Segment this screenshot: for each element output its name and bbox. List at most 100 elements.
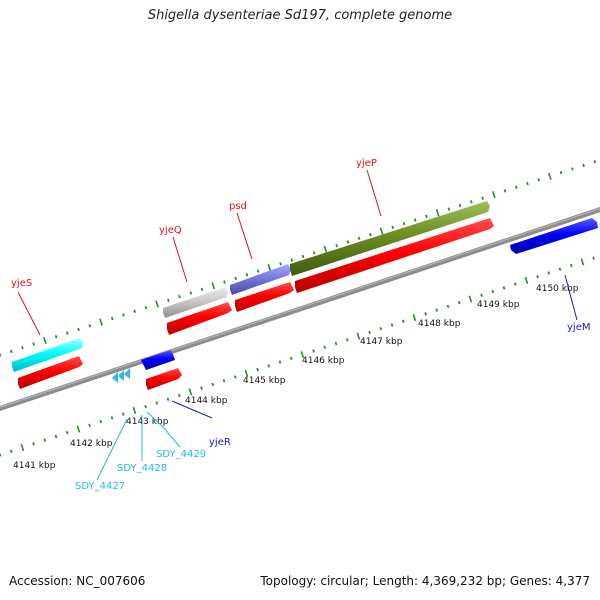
minor-tick: [223, 280, 226, 284]
minor-tick: [233, 375, 237, 379]
major-tick: [155, 300, 159, 308]
minor-tick: [470, 200, 473, 204]
minor-tick: [413, 218, 417, 222]
minor-tick: [211, 382, 215, 387]
minor-tick: [32, 442, 35, 446]
minor-tick: [346, 240, 350, 244]
kbp-label: 4141 kbp: [13, 461, 56, 471]
minor-tick: [390, 323, 394, 327]
major-tick: [99, 318, 103, 326]
minor-tick: [457, 300, 461, 305]
minor-tick: [65, 430, 69, 435]
minor-tick: [267, 364, 271, 368]
minor-tick: [312, 349, 315, 353]
minor-tick: [558, 267, 562, 271]
major-tick: [211, 282, 216, 290]
minor-tick: [110, 416, 114, 420]
kbp-label: 4145 kbp: [243, 376, 286, 386]
genome-backbone-highlight: [0, 207, 600, 408]
minor-tick: [43, 438, 47, 442]
major-tick: [435, 209, 440, 217]
gene-red-3[interactable]: [235, 282, 294, 312]
gene-red-4[interactable]: [295, 218, 494, 293]
minor-tick: [256, 367, 259, 372]
minor-tick: [514, 185, 518, 189]
minor-tick: [144, 404, 147, 409]
major-tick: [580, 258, 585, 266]
minor-tick: [502, 286, 506, 290]
minor-tick: [592, 256, 595, 260]
gene-label-yjeP: yjeP: [356, 158, 377, 169]
minor-tick: [9, 349, 13, 354]
minor-tick: [335, 243, 338, 248]
gene-red-1[interactable]: [18, 356, 83, 389]
gene-label-SDY_4427: SDY_4427: [75, 481, 125, 492]
minor-tick: [200, 386, 203, 390]
kbp-label: 4147 kbp: [360, 337, 403, 347]
gene-red-2[interactable]: [167, 302, 232, 335]
gene-SDY_4427[interactable]: [112, 372, 118, 383]
major-tick: [412, 313, 417, 322]
minor-tick: [245, 273, 249, 277]
major-tick: [43, 336, 47, 344]
minor-tick: [424, 312, 427, 316]
minor-tick: [401, 319, 405, 323]
major-tick: [524, 276, 529, 284]
major-tick: [379, 227, 384, 235]
minor-tick: [458, 203, 462, 208]
gene-yjeR[interactable]: [141, 350, 175, 370]
minor-tick: [491, 289, 495, 294]
tick-ring-lower: [0, 256, 595, 457]
kbp-label: 4149 kbp: [477, 300, 520, 310]
minor-tick: [345, 338, 349, 342]
major-tick: [356, 332, 361, 340]
major-tick: [244, 369, 249, 377]
minor-tick: [0, 353, 2, 357]
major-tick: [267, 263, 272, 272]
major-tick: [491, 190, 496, 199]
minor-tick: [334, 341, 338, 346]
minor-tick: [290, 258, 294, 262]
minor-tick: [569, 263, 573, 268]
minor-tick: [301, 254, 305, 259]
map-title: Shigella dysenteriae Sd197, complete gen…: [147, 8, 453, 23]
minor-tick: [559, 170, 563, 175]
gene-yjeP[interactable]: [290, 201, 490, 276]
accession-text: Accession: NC_007606: [9, 574, 146, 588]
minor-tick: [177, 393, 181, 398]
gene-red-5[interactable]: [146, 368, 182, 390]
minor-tick: [357, 236, 361, 241]
gene-label-psd: psd: [229, 201, 247, 212]
minor-tick: [234, 276, 237, 281]
minor-tick: [88, 423, 91, 428]
minor-tick: [122, 313, 125, 317]
minor-tick: [166, 397, 170, 402]
minor-tick: [526, 181, 529, 186]
gene-psd[interactable]: [230, 264, 291, 295]
gene-SDY_4429[interactable]: [124, 368, 130, 379]
gene-SDY_4428[interactable]: [118, 370, 124, 381]
minor-tick: [66, 331, 69, 335]
tick-ring-upper: [0, 160, 597, 357]
minor-tick: [289, 356, 293, 361]
minor-tick: [536, 274, 539, 279]
gene-yjeM[interactable]: [510, 218, 598, 254]
minor-tick: [593, 160, 597, 164]
minor-tick: [547, 271, 551, 275]
minor-tick: [582, 163, 585, 168]
minor-tick: [537, 178, 540, 182]
gene-label-SDY_4428: SDY_4428: [117, 463, 167, 474]
major-tick: [323, 245, 328, 253]
minor-tick: [571, 167, 574, 171]
kbp-label: 4144 kbp: [185, 396, 228, 406]
minor-tick: [155, 401, 159, 405]
kbp-label: 4142 kbp: [70, 439, 113, 449]
gene-yjeQ[interactable]: [163, 287, 228, 318]
minor-tick: [54, 434, 58, 439]
minor-tick: [32, 342, 35, 346]
major-tick: [20, 443, 25, 452]
gene-yjeS[interactable]: [12, 338, 83, 372]
minor-tick: [121, 412, 125, 416]
minor-tick: [368, 330, 371, 335]
